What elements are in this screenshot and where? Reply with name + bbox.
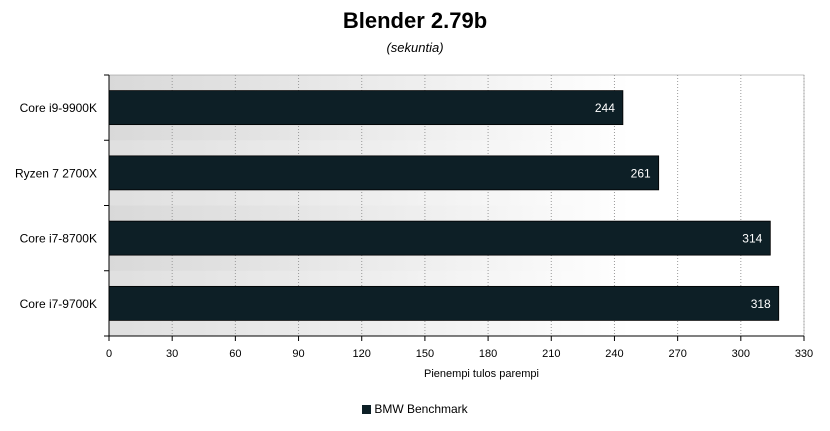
data-label: 261 <box>631 166 651 180</box>
legend-swatch <box>362 404 372 414</box>
data-label: 244 <box>595 101 615 115</box>
x-tick-label: 90 <box>292 348 304 360</box>
x-tick-label: 150 <box>416 348 434 360</box>
data-label: 318 <box>751 297 771 311</box>
chart-subtitle: (sekuntia) <box>386 40 444 55</box>
x-tick-label: 300 <box>732 348 750 360</box>
x-tick-label: 330 <box>795 348 813 360</box>
category-label: Core i9-9900K <box>20 101 97 115</box>
bar-1 <box>108 90 624 126</box>
x-tick-label: 240 <box>605 348 623 360</box>
x-tick-label: 180 <box>479 348 497 360</box>
bar-2 <box>108 155 660 191</box>
category-label: Core i7-9700K <box>20 297 97 311</box>
x-axis-label: Pienempi tulos parempi <box>424 368 539 380</box>
bar-3 <box>108 220 771 256</box>
data-label: 314 <box>742 232 762 246</box>
bar-4 <box>108 285 780 321</box>
category-label: Core i7-8700K <box>20 232 97 246</box>
x-tick-label: 120 <box>353 348 371 360</box>
x-tick-label: 210 <box>542 348 560 360</box>
chart-title: Blender 2.79b <box>342 8 488 33</box>
x-tick-label: 0 <box>106 348 112 360</box>
legend: BMW Benchmark <box>0 402 830 416</box>
x-tick-label: 60 <box>229 348 241 360</box>
legend-label: BMW Benchmark <box>374 402 468 416</box>
x-tick-label: 30 <box>166 348 178 360</box>
category-label: Ryzen 7 2700X <box>15 166 97 180</box>
x-tick-label: 270 <box>668 348 686 360</box>
